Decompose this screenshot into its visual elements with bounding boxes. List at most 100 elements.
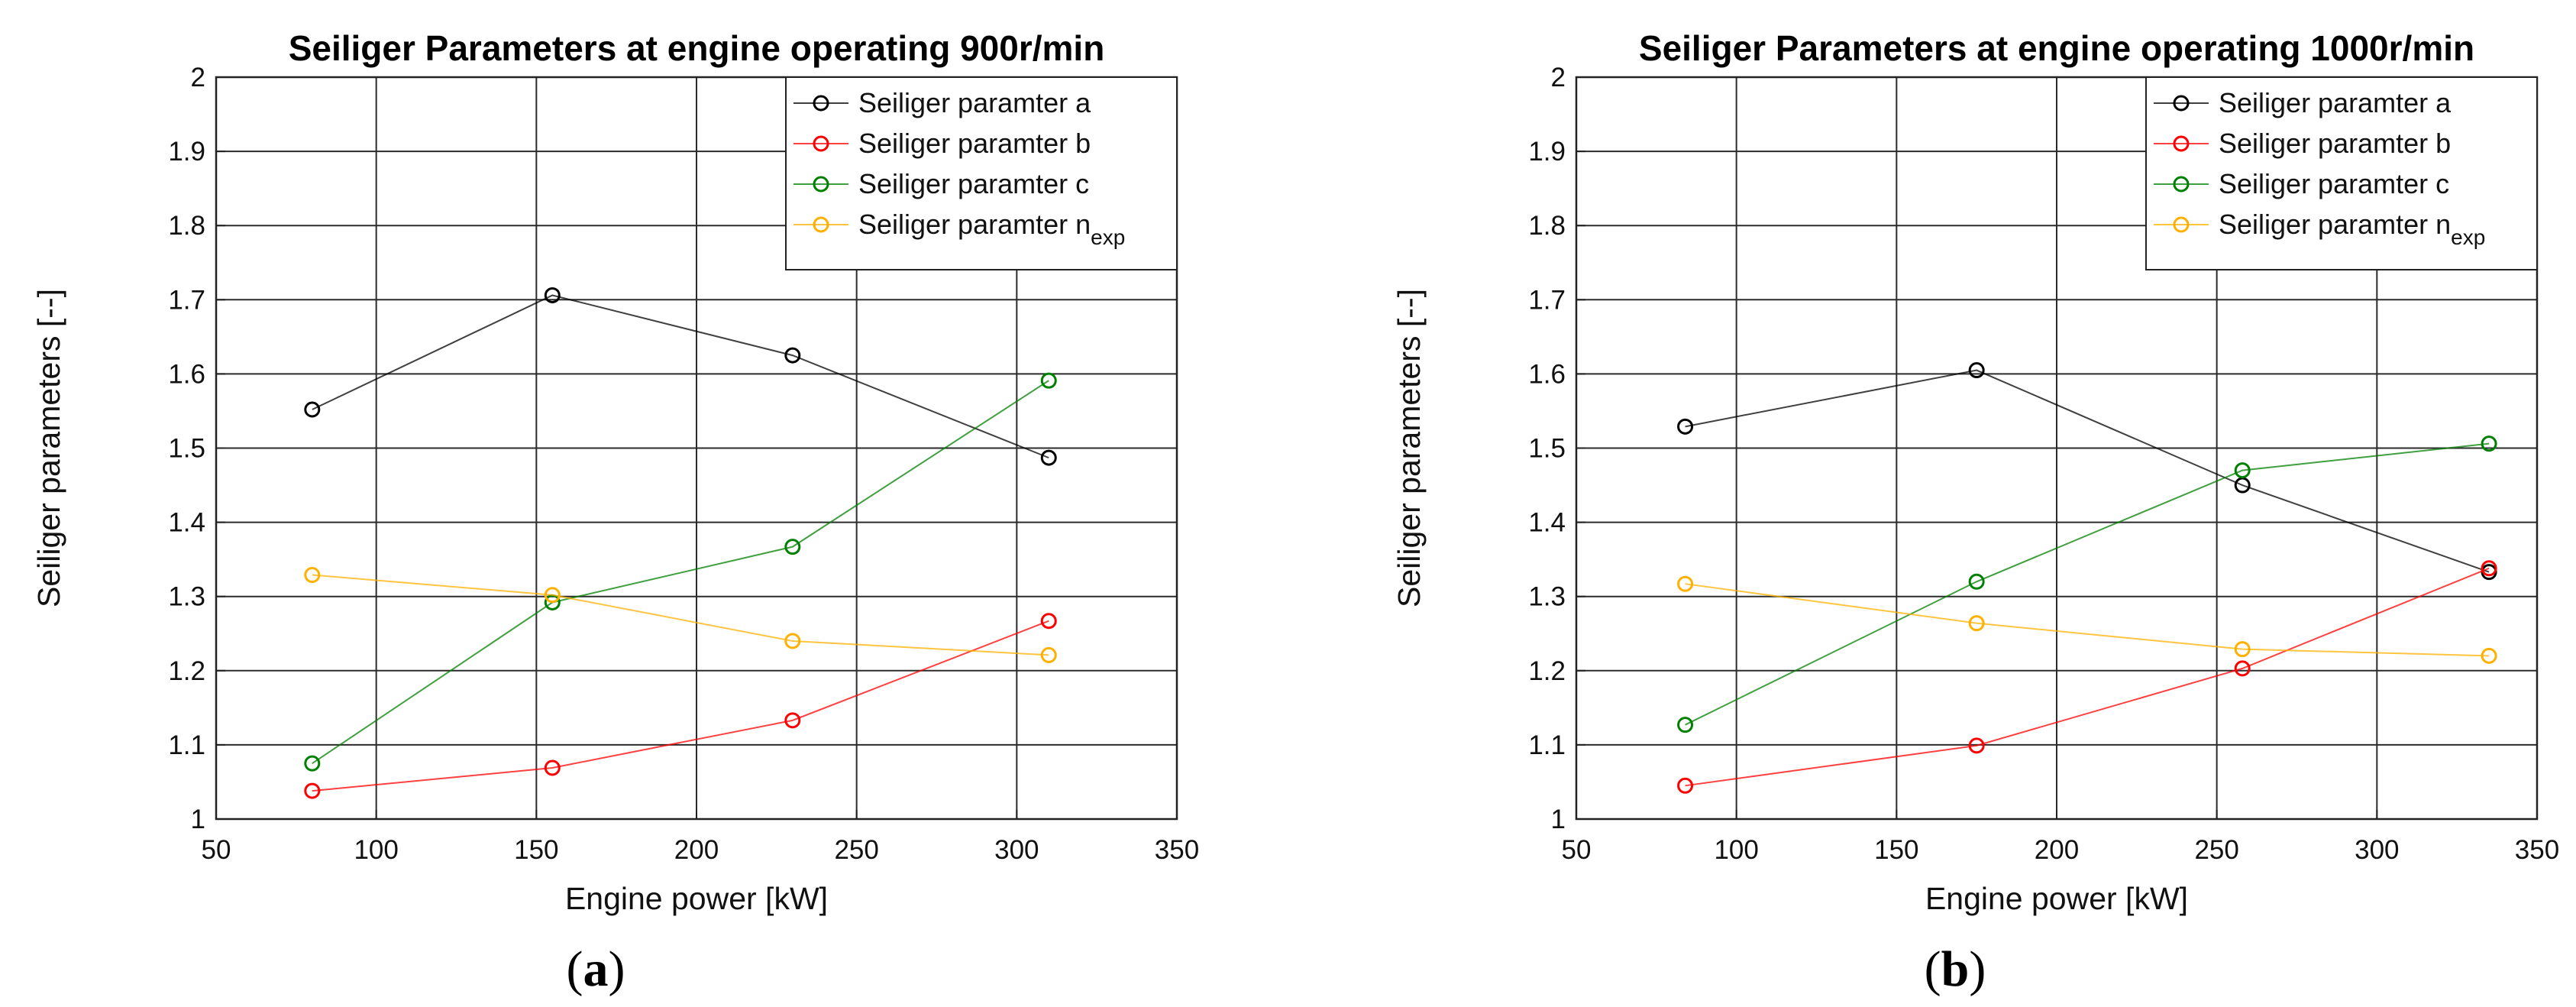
y-axis-label: Seiliger parameters [--]	[1391, 289, 1427, 607]
y-tick-label: 1.8	[168, 211, 205, 241]
data-point	[1677, 777, 1694, 794]
data-point	[1040, 646, 1057, 663]
legend-entry: Seiliger paramter a	[858, 87, 1091, 118]
data-point	[1040, 613, 1057, 630]
data-point	[544, 587, 561, 604]
x-tick-label: 350	[1155, 835, 1199, 865]
legend-swatch-marker	[813, 216, 829, 233]
data-point	[304, 782, 321, 799]
x-tick-label: 300	[2355, 835, 2399, 865]
legend: Seiliger paramter a Seiliger paramter b Se…	[785, 76, 1178, 270]
legend-swatch-marker	[813, 95, 829, 112]
series-2	[304, 613, 1057, 799]
legend-swatch-marker	[813, 176, 829, 193]
series-3	[304, 372, 1057, 772]
y-tick-label: 1.9	[1528, 137, 1566, 167]
x-tick-label: 250	[834, 835, 878, 865]
series-1	[1677, 362, 2497, 581]
data-point	[2234, 641, 2251, 658]
x-tick-label: 50	[202, 835, 231, 865]
legend-entry: Seiliger paramter c	[858, 168, 1089, 199]
data-point	[2481, 436, 2497, 452]
x-tick-label: 200	[2035, 835, 2079, 865]
y-tick-label: 1.5	[168, 434, 205, 464]
legend-swatch-marker	[2173, 176, 2190, 193]
y-tick-label: 1.5	[1528, 434, 1566, 464]
legend-box	[785, 76, 1178, 270]
y-tick-label: 1.4	[1528, 508, 1566, 538]
data-point	[2481, 560, 2497, 577]
y-tick-label: 1.7	[1528, 285, 1566, 315]
x-tick-label: 200	[674, 835, 719, 865]
data-point	[784, 633, 801, 649]
y-tick-label: 1	[1551, 805, 1566, 834]
series-2	[1677, 560, 2497, 794]
series-line	[1685, 442, 2490, 726]
legend-entry: Seiliger paramter b	[858, 128, 1091, 159]
data-point	[1677, 717, 1694, 733]
data-point	[2234, 462, 2251, 479]
legend-entry-subscript: exp	[1091, 225, 1125, 249]
y-tick-label: 1.2	[168, 656, 205, 686]
x-tick-label: 250	[2194, 835, 2238, 865]
legend-entry: Seiliger paramter c	[2219, 168, 2449, 199]
data-point	[1968, 615, 1985, 632]
data-point	[1677, 575, 1694, 592]
data-point	[784, 712, 801, 729]
data-point	[1677, 418, 1694, 435]
y-tick-label: 2	[191, 63, 205, 92]
x-tick-label: 150	[514, 835, 558, 865]
series-4	[1677, 575, 2497, 664]
y-tick-label: 1.4	[168, 508, 205, 538]
chart-panel-a: 50 100 150 200 250 300 350 1 1.1 1.2 1.3 1.4 1.5 1.6 1…	[31, 28, 1199, 916]
x-axis-label: Engine power [kW]	[565, 881, 828, 916]
data-point	[1968, 573, 1985, 590]
data-point	[1040, 372, 1057, 389]
series-line	[1685, 567, 2490, 787]
x-tick-label: 100	[354, 835, 398, 865]
data-point	[304, 401, 321, 418]
series-line	[312, 294, 1049, 459]
series-line	[312, 620, 1049, 792]
legend-entry-subscript: exp	[2451, 225, 2485, 249]
x-tick-label: 300	[994, 835, 1039, 865]
data-point	[1040, 449, 1057, 466]
data-point	[784, 347, 801, 364]
legend-entry: Seiliger paramter a	[2219, 87, 2452, 118]
legend-swatch-marker	[813, 135, 829, 152]
y-tick-label: 1.7	[168, 285, 205, 315]
x-axis-label: Engine power [kW]	[1925, 881, 2188, 916]
series-line	[312, 380, 1049, 765]
series-line	[312, 574, 1049, 656]
legend-box	[2145, 76, 2538, 270]
y-tick-label: 1.3	[1528, 582, 1566, 612]
y-tick-label: 1	[191, 805, 205, 834]
legend-swatch-marker	[2173, 135, 2190, 152]
y-axis-label: Seiliger parameters [--]	[31, 289, 66, 607]
y-tick-label: 1.6	[1528, 359, 1566, 389]
legend-swatch-marker	[2173, 95, 2190, 112]
data-point	[1968, 737, 1985, 754]
y-tick-label: 1.6	[168, 359, 205, 389]
data-point	[544, 759, 561, 776]
series-line	[1685, 369, 2490, 573]
series-3	[1677, 436, 2497, 733]
y-tick-label: 1.3	[168, 582, 205, 612]
data-point	[304, 567, 321, 584]
data-point	[784, 539, 801, 555]
series-4	[304, 567, 1057, 663]
data-point	[2234, 660, 2251, 677]
legend-entry: Seiliger paramter b	[2219, 128, 2451, 159]
data-point	[1968, 362, 1985, 379]
x-tick-label: 50	[1562, 835, 1592, 865]
series-1	[304, 287, 1057, 466]
x-tick-label: 100	[1714, 835, 1758, 865]
legend-swatch-marker	[2173, 216, 2190, 233]
x-tick-label: 350	[2515, 835, 2559, 865]
y-tick-label: 1.9	[168, 137, 205, 167]
x-tick-label: 150	[1874, 835, 1918, 865]
y-tick-label: 1.2	[1528, 656, 1566, 686]
y-tick-label: 1.1	[1528, 730, 1566, 760]
legend: Seiliger paramter a Seiliger paramter b Se…	[2145, 76, 2538, 270]
data-point	[304, 755, 321, 772]
